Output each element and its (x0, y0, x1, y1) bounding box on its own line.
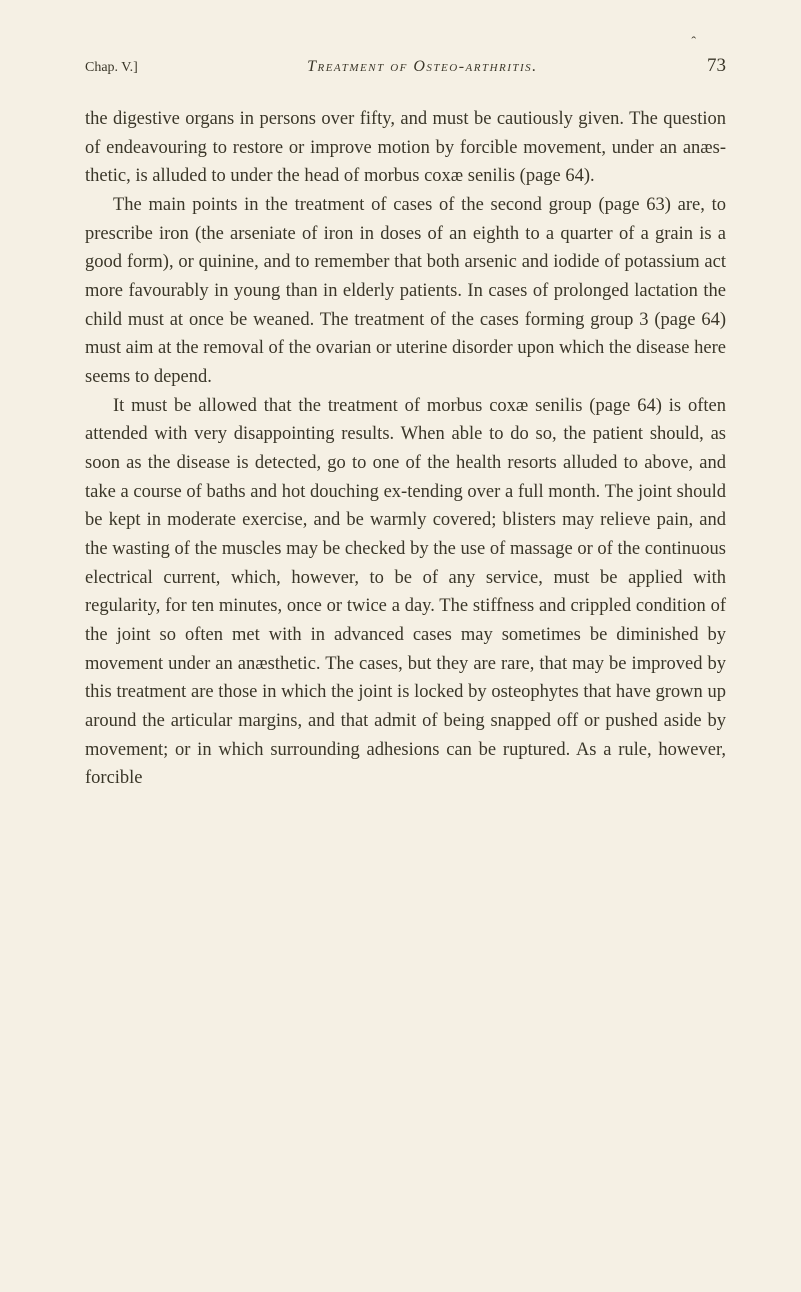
page-header: Chap. V.] Treatment of Osteo-arthritis. … (85, 55, 726, 77)
page-number: 73 (707, 55, 726, 77)
body-text: the digestive organs in persons over fif… (85, 105, 726, 793)
paragraph-1: the digestive organs in persons over fif… (85, 105, 726, 191)
paragraph-2: The main points in the treatment of case… (85, 191, 726, 392)
accent-mark: ˆ (691, 35, 696, 51)
paragraph-3: It must be allowed that the treatment of… (85, 392, 726, 793)
chapter-reference: Chap. V.] (85, 60, 138, 76)
page-title: Treatment of Osteo-arthritis. (307, 58, 538, 76)
